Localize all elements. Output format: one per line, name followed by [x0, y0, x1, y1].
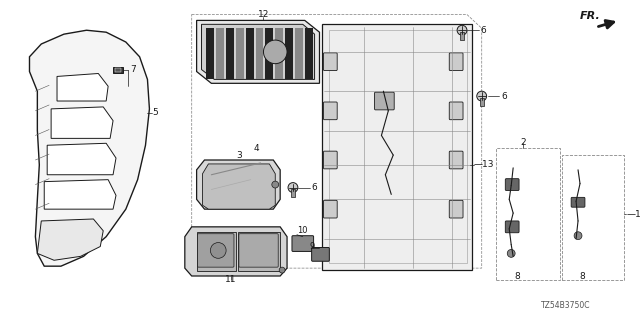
Text: —13: —13 [474, 160, 494, 169]
FancyBboxPatch shape [323, 53, 337, 70]
Polygon shape [29, 30, 149, 266]
FancyBboxPatch shape [571, 197, 585, 207]
Text: TZ54B3750C: TZ54B3750C [541, 301, 590, 310]
Text: FR.: FR. [580, 12, 601, 21]
Text: 7: 7 [130, 65, 136, 74]
FancyBboxPatch shape [323, 102, 337, 120]
Bar [226, 28, 234, 79]
Bar [480, 98, 484, 106]
Bar [563, 155, 624, 280]
FancyBboxPatch shape [323, 151, 337, 169]
FancyBboxPatch shape [323, 200, 337, 218]
Polygon shape [37, 219, 103, 260]
Polygon shape [47, 143, 116, 175]
FancyBboxPatch shape [374, 92, 394, 110]
Polygon shape [196, 20, 319, 83]
Bar [236, 28, 244, 79]
Circle shape [288, 183, 298, 192]
Text: 8: 8 [579, 271, 585, 281]
FancyBboxPatch shape [198, 234, 234, 267]
Circle shape [272, 181, 278, 188]
FancyBboxPatch shape [113, 67, 123, 73]
Polygon shape [202, 164, 275, 209]
Polygon shape [323, 24, 472, 270]
Polygon shape [185, 227, 287, 276]
Bar [291, 189, 295, 197]
Text: 4: 4 [254, 144, 259, 153]
Text: 3: 3 [236, 151, 242, 160]
Circle shape [508, 250, 515, 257]
Text: 5: 5 [152, 108, 158, 117]
FancyBboxPatch shape [292, 236, 314, 252]
Text: 6: 6 [481, 26, 486, 35]
Circle shape [279, 267, 285, 273]
Bar [246, 28, 253, 79]
Bar [216, 28, 224, 79]
Bar [255, 28, 264, 79]
Circle shape [264, 40, 287, 64]
FancyBboxPatch shape [449, 200, 463, 218]
Circle shape [211, 243, 226, 258]
Bar [207, 28, 214, 79]
Circle shape [477, 91, 486, 101]
Text: 6: 6 [312, 183, 317, 192]
Text: —1: —1 [626, 210, 640, 219]
Polygon shape [51, 107, 113, 138]
Text: 6: 6 [501, 92, 507, 100]
Bar [305, 28, 312, 79]
Bar [460, 32, 464, 40]
Bar [285, 28, 293, 79]
Polygon shape [57, 74, 108, 101]
FancyBboxPatch shape [449, 102, 463, 120]
Text: 12: 12 [258, 10, 269, 19]
Text: 9: 9 [310, 242, 316, 251]
Text: 10: 10 [297, 226, 307, 235]
Circle shape [457, 25, 467, 35]
Bar [497, 148, 561, 280]
Polygon shape [238, 232, 280, 271]
Text: 11: 11 [225, 276, 237, 284]
Polygon shape [44, 180, 116, 209]
FancyBboxPatch shape [312, 247, 330, 261]
FancyBboxPatch shape [449, 53, 463, 70]
Polygon shape [202, 24, 315, 79]
Bar [266, 28, 273, 79]
Polygon shape [196, 160, 280, 209]
FancyBboxPatch shape [115, 68, 121, 72]
FancyBboxPatch shape [239, 234, 278, 267]
Text: 8: 8 [514, 271, 520, 281]
Polygon shape [196, 232, 236, 271]
Circle shape [574, 232, 582, 240]
Bar [295, 28, 303, 79]
FancyBboxPatch shape [449, 151, 463, 169]
Bar [275, 28, 283, 79]
FancyBboxPatch shape [506, 221, 519, 233]
FancyBboxPatch shape [506, 179, 519, 190]
Text: 2: 2 [520, 138, 526, 147]
